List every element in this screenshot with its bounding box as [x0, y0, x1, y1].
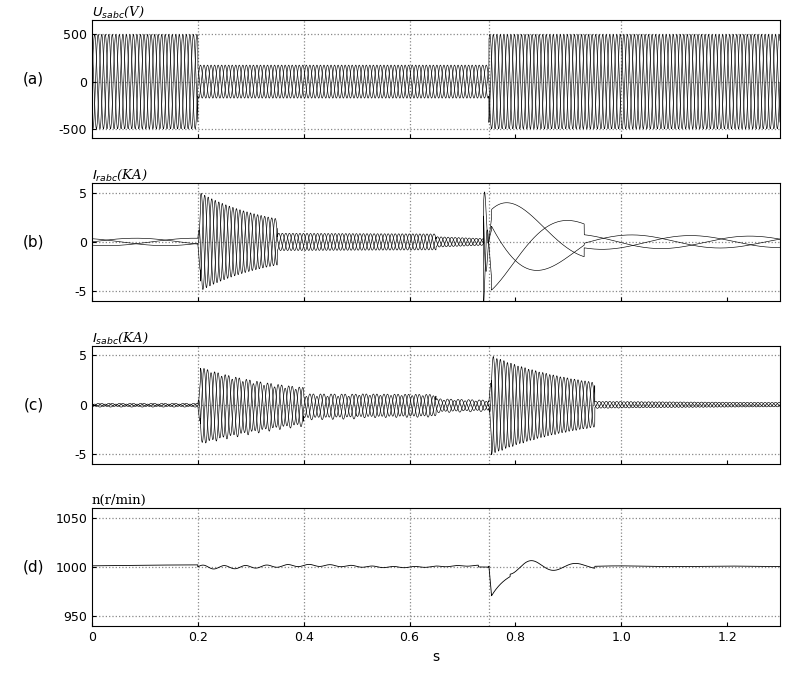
- Text: (d): (d): [22, 560, 44, 575]
- Text: (b): (b): [22, 234, 44, 249]
- Text: n(r/min): n(r/min): [92, 494, 146, 507]
- Text: $I_{sabc}$(KA): $I_{sabc}$(KA): [92, 330, 149, 345]
- Text: (c): (c): [23, 397, 44, 412]
- Text: $U_{sabc}$(V): $U_{sabc}$(V): [92, 5, 145, 20]
- X-axis label: s: s: [433, 650, 439, 663]
- Text: $I_{rabc}$(KA): $I_{rabc}$(KA): [92, 168, 148, 183]
- Text: (a): (a): [23, 72, 44, 87]
